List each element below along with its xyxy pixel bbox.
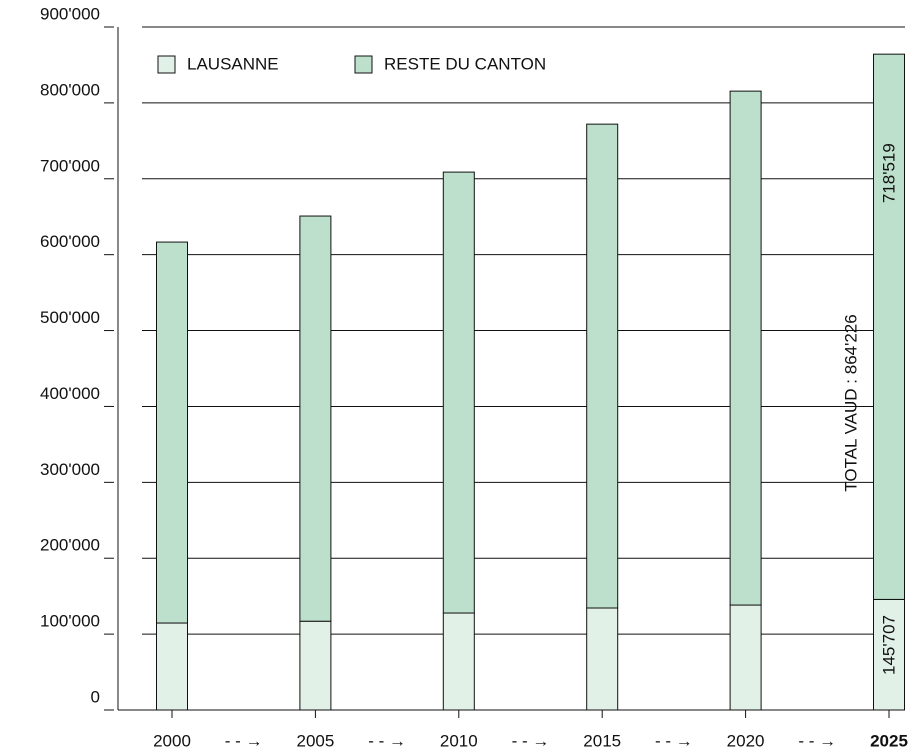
x-tick-label: 2015 bbox=[583, 731, 621, 750]
y-tick-label: 400'000 bbox=[40, 384, 100, 403]
x-tick-label: 2025 bbox=[870, 731, 908, 750]
arrow: - - → bbox=[368, 731, 406, 750]
y-tick-label: 300'000 bbox=[40, 460, 100, 479]
legend-label: RESTE DU CANTON bbox=[384, 54, 546, 73]
y-tick-label: 200'000 bbox=[40, 536, 100, 555]
bar-segment bbox=[586, 123, 619, 609]
y-tick-label: 100'000 bbox=[40, 612, 100, 631]
legend-label: LAUSANNE bbox=[187, 54, 279, 73]
bar-segment bbox=[442, 171, 475, 614]
y-tick-label: 500'000 bbox=[40, 308, 100, 327]
legend-swatch bbox=[354, 55, 373, 74]
arrow: - - → bbox=[655, 731, 693, 750]
bar-segment bbox=[299, 215, 332, 622]
legend-swatch bbox=[157, 55, 176, 74]
x-tick-label: 2005 bbox=[296, 731, 334, 750]
y-tick-label: 0 bbox=[91, 687, 100, 706]
bar-segment bbox=[729, 90, 762, 606]
annotation: TOTAL VAUD : 864'226 bbox=[841, 314, 860, 491]
value-label: 718'519 bbox=[879, 143, 898, 203]
bar-segment bbox=[873, 53, 905, 600]
y-tick-label: 800'000 bbox=[40, 80, 100, 99]
bar-segment bbox=[156, 622, 188, 711]
x-tick-label: 2000 bbox=[153, 731, 191, 750]
y-tick-label: 600'000 bbox=[40, 232, 100, 251]
y-tick-label: 700'000 bbox=[40, 156, 100, 175]
arrow: - - → bbox=[225, 731, 263, 750]
value-label: 145'707 bbox=[879, 615, 898, 675]
y-tick-label: 900'000 bbox=[40, 4, 100, 23]
arrow: - - → bbox=[512, 731, 550, 750]
bar-segment bbox=[156, 241, 188, 624]
x-tick-label: 2010 bbox=[440, 731, 478, 750]
x-tick-label: 2020 bbox=[727, 731, 765, 750]
arrow: - - → bbox=[798, 731, 836, 750]
bar-segment bbox=[299, 620, 332, 711]
bar-segment bbox=[442, 612, 475, 711]
bar-segment bbox=[586, 607, 619, 711]
bar-segment bbox=[729, 604, 762, 711]
